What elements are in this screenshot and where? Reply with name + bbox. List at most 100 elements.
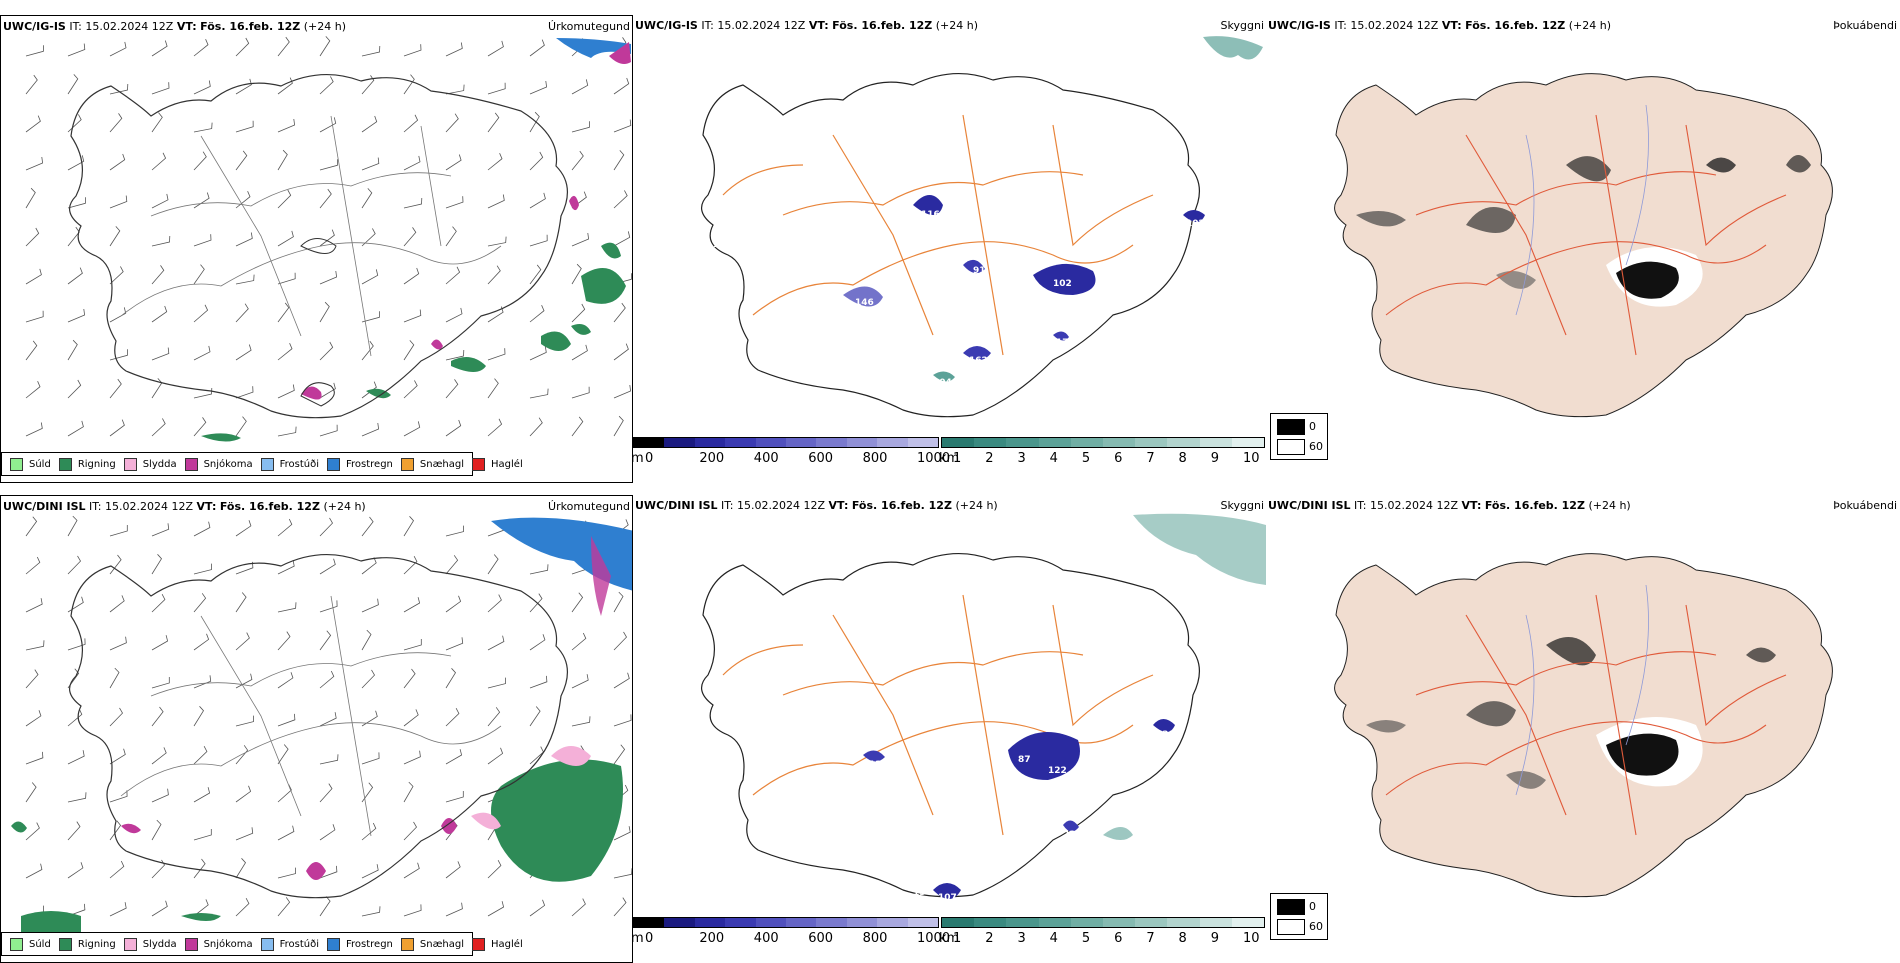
vis-label: 116 [921, 210, 940, 220]
wind-barb [193, 521, 211, 537]
vis-label: 175 [1056, 338, 1075, 348]
wind-barb [25, 115, 41, 133]
visibility-map: 116 91 102 146 102 162 204 175 102 1 [701, 36, 1263, 418]
wind-barb [109, 707, 123, 727]
wind-barb [193, 192, 210, 209]
wind-barb [151, 677, 170, 689]
colorbar-swatch [816, 918, 847, 927]
wind-barb [109, 195, 128, 209]
wind-barb [151, 347, 170, 361]
wind-barb [151, 305, 168, 323]
wind-barb [319, 36, 331, 57]
vis-label: 146 [855, 298, 874, 308]
panel-field-name: Þokuábendi [1833, 19, 1897, 32]
wind-barb [403, 597, 421, 613]
wind-barb [529, 706, 541, 727]
colorbar-tick-label: 9 [1210, 931, 1220, 946]
fog-legend-dark-label: 0 [1309, 420, 1316, 433]
wind-barb [361, 669, 375, 689]
legend-swatch [10, 937, 23, 951]
colorbar-tick-label: 10 [1243, 931, 1260, 946]
colorbar-tick-label: 6 [1114, 451, 1123, 466]
wind-barb [277, 230, 294, 247]
fog-patches [1366, 637, 1776, 789]
wind-barb [319, 896, 331, 917]
wind-barb [109, 226, 121, 247]
colorbar-tick-label: 400 [753, 931, 779, 946]
precip-areas [11, 517, 632, 946]
wind-barb [613, 384, 632, 399]
colorbar-ticks: km 1 2 3 4 5 6 7 8 9 10 [939, 928, 1265, 946]
colorbar-tick-label: 10 [1243, 451, 1260, 466]
wind-barb [151, 788, 169, 803]
legend-item: Frostregn [327, 457, 393, 471]
wind-barb [529, 80, 548, 95]
wind-barb [193, 746, 208, 765]
legend-swatch [184, 937, 198, 951]
wind-barb [193, 39, 209, 57]
wind-barb [277, 867, 296, 879]
wind-barb [193, 80, 211, 95]
wind-barb [613, 591, 624, 613]
wind-barb [613, 631, 627, 651]
wind-barb [277, 77, 293, 95]
precip-map [11, 515, 632, 946]
wind-barb [613, 672, 630, 689]
panel-field-name: Þokuábendi [1833, 499, 1897, 512]
wind-barb [193, 706, 204, 727]
colorbar-unit: m [631, 451, 644, 466]
wind-barb [613, 826, 631, 841]
wind-barb [193, 122, 213, 133]
wind-barb [403, 639, 422, 651]
wind-barb [613, 150, 625, 171]
wind-barb [361, 422, 380, 437]
panel-title: UWC/IG-IS IT: 15.02.2024 12Z VT: Fös. 16… [3, 20, 347, 33]
colorbar-swatch [786, 438, 817, 447]
roads [1385, 594, 1787, 836]
wind-barb [235, 386, 254, 399]
wind-barb [361, 906, 381, 917]
colorbar-ticks: m 0 200 400 600 800 1000 [631, 448, 950, 466]
wind-barb [319, 865, 338, 879]
colorbar-tick-label: 200 [699, 451, 725, 466]
wind-barbs [25, 36, 632, 437]
fog-map [1334, 73, 1833, 418]
colorbar-swatch [1231, 438, 1265, 447]
colorbar-swatch [1199, 918, 1232, 927]
wind-barb [445, 266, 461, 285]
vis-label: 120 [1156, 730, 1175, 740]
wind-barb [361, 75, 375, 95]
rivers [1515, 104, 1649, 316]
wind-barb [571, 303, 586, 323]
wind-barb [25, 710, 42, 727]
wind-barb [151, 112, 163, 133]
wind-barb [529, 417, 543, 437]
wind-barb [403, 709, 419, 727]
wind-barb [151, 554, 162, 575]
wind-barb [25, 822, 40, 841]
wind-barb [67, 555, 81, 575]
wind-barb [613, 231, 631, 247]
wind-barb [109, 636, 127, 651]
wind-barb [571, 674, 589, 689]
wind-barb [25, 556, 41, 575]
wind-barb [25, 422, 43, 437]
visibility-km-colorbar: km 1 2 3 4 5 6 7 8 9 10 [939, 437, 1265, 473]
wind-barb [235, 37, 250, 57]
wind-barb [361, 311, 380, 323]
colorbar-swatch [1006, 438, 1039, 447]
wind-barb [571, 344, 588, 361]
panel-field-name: Skyggni [1220, 19, 1264, 32]
colorbar-swatch [1038, 438, 1071, 447]
wind-barb [193, 345, 211, 361]
wind-barb [613, 343, 629, 361]
colorbar-swatch [1199, 438, 1232, 447]
wind-barb [277, 602, 297, 613]
wind-barb [361, 381, 377, 399]
wind-barb [403, 421, 421, 437]
fog-legend-dark-label: 0 [1309, 900, 1316, 913]
roads [722, 114, 1154, 356]
wind-barb [235, 785, 252, 803]
wind-barb [571, 592, 584, 613]
colorbar-tick-label: 4 [1049, 931, 1058, 946]
